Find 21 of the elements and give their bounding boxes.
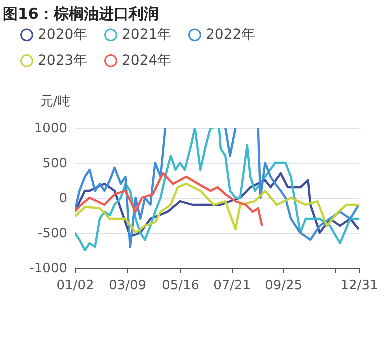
- legend-label: 2021年: [122, 27, 172, 44]
- y-tick-label: 500: [42, 156, 68, 172]
- y-tick-label: -500: [38, 226, 68, 242]
- x-tick-label: 07/21: [214, 278, 252, 294]
- legend-label: 2022年: [206, 27, 256, 44]
- line-series: [75, 172, 359, 238]
- x-tick-label: 05/16: [162, 278, 200, 294]
- legend-label: 2023年: [38, 53, 88, 69]
- chart-title: 图16：棕榈油进口利润: [3, 5, 159, 23]
- line-series: [75, 182, 359, 234]
- legend-label: 2024年: [122, 53, 172, 69]
- y-tick-label: 1000: [34, 122, 68, 136]
- y-tick-label: 0: [59, 192, 68, 206]
- legend-label: 2020年: [38, 27, 88, 44]
- x-tick-label: 09/25: [265, 278, 303, 294]
- y-axis-title: 元/吨: [40, 94, 71, 110]
- x-tick-label: 03/09: [109, 278, 147, 294]
- line-series: [75, 172, 264, 228]
- x-tick-label: 12/31: [340, 278, 378, 294]
- y-tick-label: -1000: [30, 262, 68, 276]
- x-tick-label: 01/02: [56, 278, 94, 294]
